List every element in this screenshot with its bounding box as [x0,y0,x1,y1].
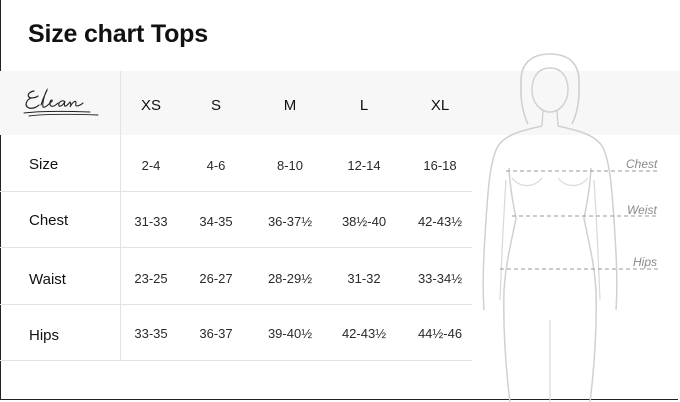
table-cell: 36-37 [199,326,233,341]
table-cell: 16-18 [423,158,457,173]
table-cell: 34-35 [199,214,233,229]
row-label-hips: Hips [29,327,60,344]
measure-label-chest: Chest [626,157,658,171]
table-cell: 8-10 [276,158,304,173]
table-cell: 39-40½ [267,326,313,341]
table-cell: 42-43½ [341,326,387,341]
row-divider [0,304,472,305]
column-header-xl: XL [430,97,450,114]
table-cell: 36-37½ [267,214,313,229]
table-cell: 42-43½ [417,214,463,229]
table-cell: 38½-40 [341,214,387,229]
label-column-divider [120,71,121,361]
column-header-xs: XS [140,97,161,114]
row-divider [0,247,472,248]
row-label-chest: Chest [29,212,69,229]
row-divider [0,360,472,361]
measure-label-hips: Hips [633,255,658,269]
table-cell: 12-14 [347,158,381,173]
table-cell: 31-32 [347,271,381,286]
table-cell: 26-27 [199,271,233,286]
row-label-waist: Waist [29,271,66,288]
body-silhouette [482,53,658,402]
table-cell: 44½-46 [417,326,463,341]
column-header-s: S [210,97,221,114]
table-cell: 33-34½ [417,271,463,286]
table-cell: 28-29½ [267,271,313,286]
row-divider [0,191,472,192]
table-cell: 2-4 [141,158,161,173]
table-cell: 23-25 [134,271,168,286]
column-header-l: L [359,97,369,114]
brand-logo [23,88,99,117]
table-cell: 33-35 [134,326,168,341]
page-title: Size chart Tops [28,20,208,48]
table-cell: 31-33 [134,214,168,229]
row-label-size: Size [29,156,59,173]
table-cell: 4-6 [206,158,226,173]
column-header-m: M [283,97,297,114]
measure-label-waist: Weist [627,203,657,217]
